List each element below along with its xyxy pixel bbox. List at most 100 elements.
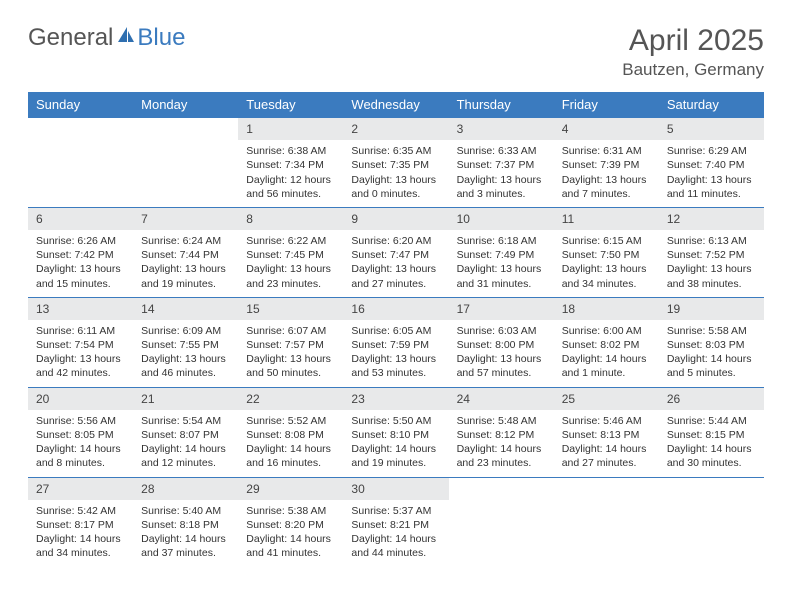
sunset-line: Sunset: 7:42 PM <box>36 248 125 262</box>
sunrise-line: Sunrise: 6:09 AM <box>141 324 230 338</box>
sunrise-line: Sunrise: 5:52 AM <box>246 414 335 428</box>
sunset-line: Sunset: 8:20 PM <box>246 518 335 532</box>
location-label: Bautzen, Germany <box>622 60 764 80</box>
sunrise-line: Sunrise: 6:31 AM <box>562 144 651 158</box>
sunset-line: Sunset: 7:47 PM <box>351 248 440 262</box>
sunrise-line: Sunrise: 5:56 AM <box>36 414 125 428</box>
daylight-line: Daylight: 13 hours and 0 minutes. <box>351 173 440 201</box>
sunrise-line: Sunrise: 6:13 AM <box>667 234 756 248</box>
daylight-line: Daylight: 14 hours and 27 minutes. <box>562 442 651 470</box>
daylight-line: Daylight: 13 hours and 7 minutes. <box>562 173 651 201</box>
daylight-line: Daylight: 13 hours and 50 minutes. <box>246 352 335 380</box>
sunset-line: Sunset: 7:35 PM <box>351 158 440 172</box>
daylight-line: Daylight: 14 hours and 16 minutes. <box>246 442 335 470</box>
day-body: Sunrise: 6:26 AMSunset: 7:42 PMDaylight:… <box>28 230 133 297</box>
daylight-line: Daylight: 14 hours and 37 minutes. <box>141 532 230 560</box>
sunrise-line: Sunrise: 5:44 AM <box>667 414 756 428</box>
weekday-header: Tuesday <box>238 92 343 117</box>
day-body: Sunrise: 6:38 AMSunset: 7:34 PMDaylight:… <box>238 140 343 207</box>
sunrise-line: Sunrise: 6:00 AM <box>562 324 651 338</box>
day-cell: 28Sunrise: 5:40 AMSunset: 8:18 PMDayligh… <box>133 477 238 567</box>
day-number: 5 <box>659 118 764 140</box>
weekday-header-row: SundayMondayTuesdayWednesdayThursdayFrid… <box>28 92 764 117</box>
day-cell: 21Sunrise: 5:54 AMSunset: 8:07 PMDayligh… <box>133 387 238 477</box>
day-body: Sunrise: 5:58 AMSunset: 8:03 PMDaylight:… <box>659 320 764 387</box>
day-number: 11 <box>554 208 659 230</box>
day-body: Sunrise: 6:29 AMSunset: 7:40 PMDaylight:… <box>659 140 764 207</box>
day-cell: 4Sunrise: 6:31 AMSunset: 7:39 PMDaylight… <box>554 117 659 207</box>
sunrise-line: Sunrise: 6:22 AM <box>246 234 335 248</box>
day-cell: 29Sunrise: 5:38 AMSunset: 8:20 PMDayligh… <box>238 477 343 567</box>
title-block: April 2025 Bautzen, Germany <box>622 24 764 80</box>
day-body: Sunrise: 6:09 AMSunset: 7:55 PMDaylight:… <box>133 320 238 387</box>
day-body: Sunrise: 6:22 AMSunset: 7:45 PMDaylight:… <box>238 230 343 297</box>
day-number: 28 <box>133 478 238 500</box>
day-cell: 15Sunrise: 6:07 AMSunset: 7:57 PMDayligh… <box>238 297 343 387</box>
day-cell: 26Sunrise: 5:44 AMSunset: 8:15 PMDayligh… <box>659 387 764 477</box>
day-number: 6 <box>28 208 133 230</box>
sunrise-line: Sunrise: 6:07 AM <box>246 324 335 338</box>
calendar-page: General Blue April 2025 Bautzen, Germany… <box>0 0 792 590</box>
sunrise-line: Sunrise: 6:18 AM <box>457 234 546 248</box>
day-cell: 17Sunrise: 6:03 AMSunset: 8:00 PMDayligh… <box>449 297 554 387</box>
daylight-line: Daylight: 13 hours and 27 minutes. <box>351 262 440 290</box>
day-number: 20 <box>28 388 133 410</box>
day-body: Sunrise: 6:11 AMSunset: 7:54 PMDaylight:… <box>28 320 133 387</box>
sunrise-line: Sunrise: 6:26 AM <box>36 234 125 248</box>
day-cell <box>659 477 764 567</box>
day-cell: 10Sunrise: 6:18 AMSunset: 7:49 PMDayligh… <box>449 207 554 297</box>
day-number: 4 <box>554 118 659 140</box>
day-number: 8 <box>238 208 343 230</box>
sunrise-line: Sunrise: 6:35 AM <box>351 144 440 158</box>
sunset-line: Sunset: 7:40 PM <box>667 158 756 172</box>
day-cell: 8Sunrise: 6:22 AMSunset: 7:45 PMDaylight… <box>238 207 343 297</box>
sunrise-line: Sunrise: 5:48 AM <box>457 414 546 428</box>
day-body: Sunrise: 6:24 AMSunset: 7:44 PMDaylight:… <box>133 230 238 297</box>
daylight-line: Daylight: 13 hours and 46 minutes. <box>141 352 230 380</box>
daylight-line: Daylight: 13 hours and 34 minutes. <box>562 262 651 290</box>
day-number: 26 <box>659 388 764 410</box>
day-cell: 25Sunrise: 5:46 AMSunset: 8:13 PMDayligh… <box>554 387 659 477</box>
day-number: 18 <box>554 298 659 320</box>
day-number: 7 <box>133 208 238 230</box>
day-body: Sunrise: 6:33 AMSunset: 7:37 PMDaylight:… <box>449 140 554 207</box>
day-body: Sunrise: 6:18 AMSunset: 7:49 PMDaylight:… <box>449 230 554 297</box>
daylight-line: Daylight: 14 hours and 5 minutes. <box>667 352 756 380</box>
sunset-line: Sunset: 8:15 PM <box>667 428 756 442</box>
day-body: Sunrise: 5:50 AMSunset: 8:10 PMDaylight:… <box>343 410 448 477</box>
sunrise-line: Sunrise: 5:38 AM <box>246 504 335 518</box>
day-number: 9 <box>343 208 448 230</box>
sunset-line: Sunset: 7:45 PM <box>246 248 335 262</box>
day-body: Sunrise: 5:44 AMSunset: 8:15 PMDaylight:… <box>659 410 764 477</box>
day-number: 15 <box>238 298 343 320</box>
day-body: Sunrise: 5:48 AMSunset: 8:12 PMDaylight:… <box>449 410 554 477</box>
sunrise-line: Sunrise: 6:20 AM <box>351 234 440 248</box>
day-number: 2 <box>343 118 448 140</box>
day-cell: 3Sunrise: 6:33 AMSunset: 7:37 PMDaylight… <box>449 117 554 207</box>
month-title: April 2025 <box>622 24 764 58</box>
day-cell: 20Sunrise: 5:56 AMSunset: 8:05 PMDayligh… <box>28 387 133 477</box>
daylight-line: Daylight: 13 hours and 31 minutes. <box>457 262 546 290</box>
day-cell: 11Sunrise: 6:15 AMSunset: 7:50 PMDayligh… <box>554 207 659 297</box>
day-cell: 1Sunrise: 6:38 AMSunset: 7:34 PMDaylight… <box>238 117 343 207</box>
weekday-header: Saturday <box>659 92 764 117</box>
sunrise-line: Sunrise: 6:11 AM <box>36 324 125 338</box>
sunrise-line: Sunrise: 6:38 AM <box>246 144 335 158</box>
day-body: Sunrise: 5:56 AMSunset: 8:05 PMDaylight:… <box>28 410 133 477</box>
day-number: 30 <box>343 478 448 500</box>
day-cell: 27Sunrise: 5:42 AMSunset: 8:17 PMDayligh… <box>28 477 133 567</box>
daylight-line: Daylight: 14 hours and 41 minutes. <box>246 532 335 560</box>
day-number: 23 <box>343 388 448 410</box>
calendar-body: 1Sunrise: 6:38 AMSunset: 7:34 PMDaylight… <box>28 117 764 566</box>
brand-text-1: General <box>28 24 113 52</box>
sunset-line: Sunset: 8:08 PM <box>246 428 335 442</box>
sunrise-line: Sunrise: 6:15 AM <box>562 234 651 248</box>
daylight-line: Daylight: 13 hours and 11 minutes. <box>667 173 756 201</box>
sunrise-line: Sunrise: 6:24 AM <box>141 234 230 248</box>
daylight-line: Daylight: 13 hours and 57 minutes. <box>457 352 546 380</box>
day-body: Sunrise: 5:40 AMSunset: 8:18 PMDaylight:… <box>133 500 238 567</box>
sunset-line: Sunset: 8:21 PM <box>351 518 440 532</box>
day-number: 13 <box>28 298 133 320</box>
day-number: 19 <box>659 298 764 320</box>
day-cell <box>449 477 554 567</box>
